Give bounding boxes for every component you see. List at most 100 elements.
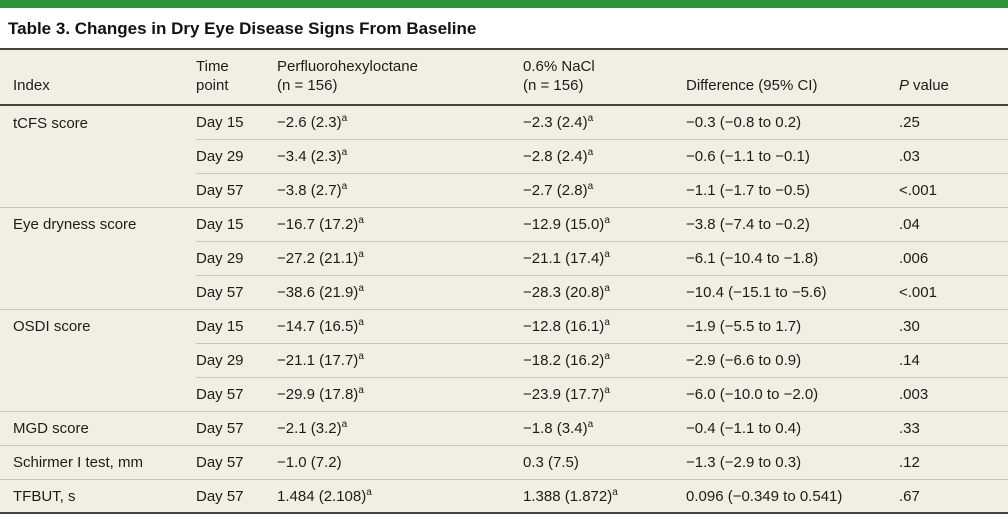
footnote-marker: a [587, 419, 594, 430]
footnote-marker: a [366, 486, 372, 498]
footnote-marker: a [604, 283, 610, 294]
time-point-cell: Day 57 [196, 444, 277, 479]
time-point-cell: Day 15 [196, 104, 277, 139]
footnote-marker: a [358, 283, 364, 294]
time-point-cell: Day 57 [196, 172, 277, 207]
accent-bar [0, 0, 1008, 8]
value-text: −23.9 (17.7) [523, 386, 605, 403]
p-value-cell: .14 [899, 342, 1008, 377]
difference-cell: −2.9 (−6.6 to 0.9) [686, 342, 899, 377]
row-index-label [0, 377, 196, 411]
table-row: TFBUT, s Day 57 1.484 (2.108)a 1.388 (1.… [0, 478, 1008, 513]
footnote-marker: a [604, 385, 610, 396]
footnote-marker: a [358, 351, 364, 362]
difference-cell: −10.4 (−15.1 to −5.6) [686, 274, 899, 309]
nacl-value-cell: −2.8 (2.4)a [523, 138, 686, 173]
col-header-time-point: Time point [196, 49, 277, 106]
p-value-cell: .12 [899, 444, 1008, 479]
table-row: Day 29 −3.4 (2.3)a −2.8 (2.4)a −0.6 (−1.… [0, 138, 1008, 173]
header-line: 0.6% NaCl [523, 58, 595, 75]
time-point-cell: Day 57 [196, 376, 277, 411]
p-value-cell: .006 [899, 240, 1008, 275]
table-row: Day 57 −3.8 (2.7)a −2.7 (2.8)a −1.1 (−1.… [0, 172, 1008, 207]
col-header-nacl: 0.6% NaCl (n = 156) [523, 49, 686, 106]
nacl-value-cell: −2.7 (2.8)a [523, 172, 686, 207]
footnote-marker: a [612, 486, 618, 498]
value-text: −27.2 (21.1) [277, 250, 359, 267]
time-point-cell: Day 57 [196, 274, 277, 309]
value-text: −12.9 (15.0) [523, 216, 605, 233]
table-row: Day 29 −27.2 (21.1)a −21.1 (17.4)a −6.1 … [0, 240, 1008, 275]
value-text: −38.6 (21.9) [277, 284, 359, 301]
footnote-marker: a [587, 113, 594, 125]
pfh-value-cell: −27.2 (21.1)a [277, 240, 523, 275]
difference-cell: −1.1 (−1.7 to −0.5) [686, 172, 899, 207]
table-row: Eye dryness score Day 15 −16.7 (17.2)a −… [0, 206, 1008, 241]
header-line: Time [196, 58, 229, 75]
difference-cell: −6.1 (−10.4 to −1.8) [686, 240, 899, 275]
value-text: −29.9 (17.8) [277, 386, 359, 403]
footnote-marker: a [587, 147, 594, 158]
pfh-value-cell: −14.7 (16.5)a [277, 308, 523, 343]
footnote-marker: a [358, 317, 364, 328]
value-text: −18.2 (16.2) [523, 352, 605, 369]
p-value-cell: .25 [899, 104, 1008, 139]
nacl-value-cell: −2.3 (2.4)a [523, 104, 686, 139]
time-point-cell: Day 29 [196, 342, 277, 377]
footnote-marker: a [341, 419, 348, 430]
row-index-label: MGD score [0, 410, 196, 445]
value-text: −3.8 (2.7) [277, 182, 342, 199]
header-row: Index Time point Perfluorohexyloctane (n… [0, 49, 1008, 106]
difference-cell: −0.4 (−1.1 to 0.4) [686, 410, 899, 445]
p-value-cell: .67 [899, 478, 1008, 513]
nacl-value-cell: −1.8 (3.4)a [523, 410, 686, 445]
table-row: Day 29 −21.1 (17.7)a −18.2 (16.2)a −2.9 … [0, 342, 1008, 377]
footnote-marker: a [358, 385, 364, 396]
footnote-marker: a [358, 215, 364, 226]
value-text: 1.388 (1.872) [523, 487, 613, 505]
time-point-cell: Day 57 [196, 478, 277, 513]
nacl-value-cell: 0.3 (7.5) [523, 444, 686, 479]
row-index-label [0, 241, 196, 275]
footnote-marker: a [604, 215, 610, 226]
header-sample-size: (n = 156) [277, 77, 338, 94]
time-point-cell: Day 57 [196, 410, 277, 445]
value-text: −12.8 (16.1) [523, 318, 605, 335]
difference-cell: −1.9 (−5.5 to 1.7) [686, 308, 899, 343]
table-row: OSDI score Day 15 −14.7 (16.5)a −12.8 (1… [0, 308, 1008, 343]
table-row: MGD score Day 57 −2.1 (3.2)a −1.8 (3.4)a… [0, 410, 1008, 445]
footnote-marker: a [341, 147, 348, 158]
col-header-difference: Difference (95% CI) [686, 49, 899, 106]
pfh-value-cell: −2.1 (3.2)a [277, 410, 523, 445]
value-text: 1.484 (2.108) [277, 487, 367, 505]
value-text: −2.3 (2.4) [523, 114, 588, 132]
nacl-value-cell: 1.388 (1.872)a [523, 478, 686, 513]
footnote-marker: a [604, 351, 610, 362]
footnote-marker: a [604, 317, 610, 328]
header-sample-size: (n = 156) [523, 77, 584, 94]
col-header-index: Index [0, 49, 196, 106]
pfh-value-cell: −1.0 (7.2) [277, 444, 523, 479]
row-index-label [0, 173, 196, 207]
nacl-value-cell: −28.3 (20.8)a [523, 274, 686, 309]
pfh-value-cell: −3.8 (2.7)a [277, 172, 523, 207]
difference-cell: −0.3 (−0.8 to 0.2) [686, 104, 899, 139]
nacl-value-cell: −18.2 (16.2)a [523, 342, 686, 377]
difference-cell: −6.0 (−10.0 to −2.0) [686, 376, 899, 411]
difference-cell: −0.6 (−1.1 to −0.1) [686, 138, 899, 173]
footnote-marker: a [341, 113, 348, 125]
table-row: Day 57 −38.6 (21.9)a −28.3 (20.8)a −10.4… [0, 274, 1008, 309]
col-header-perfluorohexyloctane: Perfluorohexyloctane (n = 156) [277, 49, 523, 106]
value-text: −14.7 (16.5) [277, 318, 359, 335]
pfh-value-cell: −38.6 (21.9)a [277, 274, 523, 309]
table-row: Schirmer I test, mm Day 57 −1.0 (7.2) 0.… [0, 444, 1008, 479]
value-text: −1.8 (3.4) [523, 420, 588, 437]
row-index-label [0, 275, 196, 309]
difference-cell: −1.3 (−2.9 to 0.3) [686, 444, 899, 479]
value-text: −28.3 (20.8) [523, 284, 605, 301]
value-text: −3.4 (2.3) [277, 148, 342, 165]
value-text: −1.0 (7.2) [277, 454, 342, 471]
time-point-cell: Day 15 [196, 308, 277, 343]
p-rest: value [913, 77, 949, 94]
